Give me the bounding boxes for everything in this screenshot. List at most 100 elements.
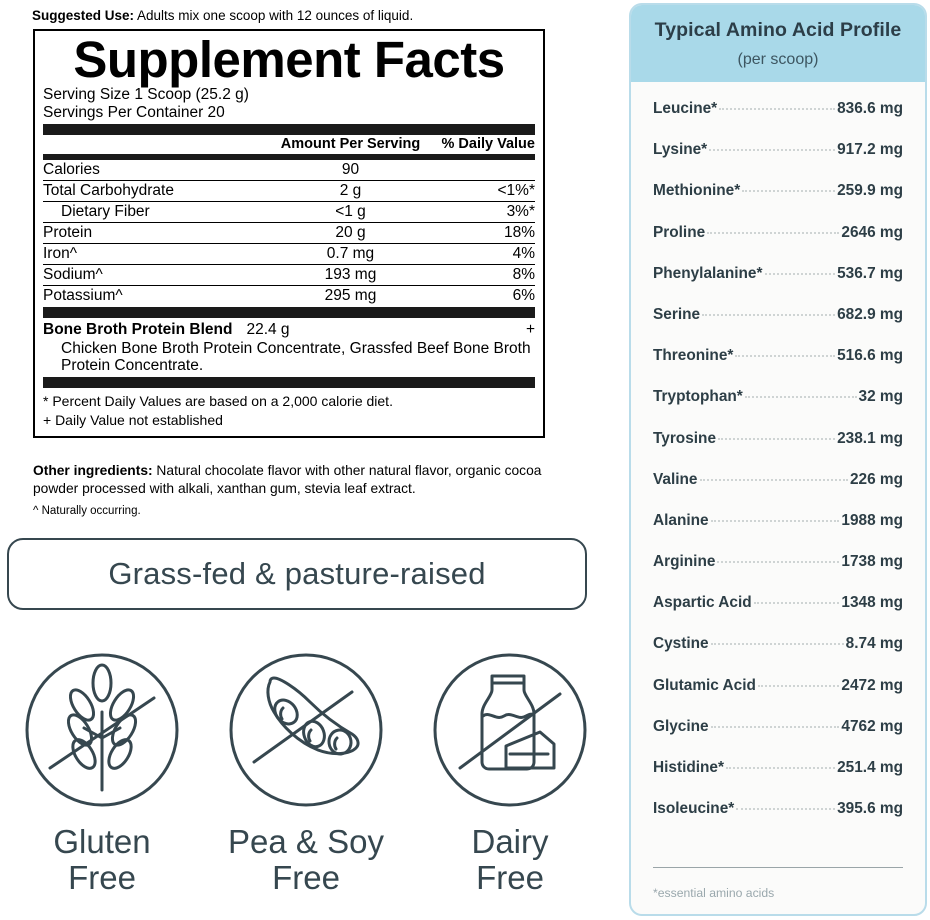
nutrient-amount: 193 mg [269,264,432,287]
dot-leader [753,602,840,605]
amino-acid-row: Proline 2646 mg [653,224,903,265]
free-from-badge-row: Gluten Free [0,650,612,895]
dot-leader [710,519,840,522]
amino-acid-name: Arginine [653,553,716,571]
servings-per-container: Servings Per Container 20 [43,104,225,122]
amino-acid-name: Cystine [653,635,709,653]
amino-acid-name: Alanine [653,511,709,529]
nutrient-amount: 2 g [269,180,432,203]
protein-blend-ingredients: Chicken Bone Broth Protein Concentrate, … [61,339,531,374]
header-spacer [43,136,269,152]
divider-thick-top [43,124,535,136]
amino-acid-name: Tryptophan* [653,388,743,406]
table-row: Potassium^ 295 mg 6% [43,286,535,307]
table-row: Iron^ 0.7 mg 4% [43,243,535,266]
table-column-headers: Amount Per Serving % Daily Value [43,135,535,154]
amino-acid-name: Threonine* [653,347,734,365]
table-row: Dietary Fiber <1 g 3%* [43,201,535,224]
nutrient-name: Calories [43,160,270,182]
amino-acid-row: Histidine* 251.4 mg [653,759,903,800]
dot-leader [764,272,836,275]
grass-fed-badge: Grass-fed & pasture-raised [7,538,587,610]
suggested-use-line: Suggested Use: Adults mix one scoop with… [32,7,592,25]
table-row: Sodium^ 193 mg 8% [43,264,535,287]
badge-dairy-free: Dairy Free [415,650,605,895]
amino-acid-value: 1988 mg [841,511,903,529]
amino-acid-name: Aspartic Acid [653,594,752,612]
nutrient-name: Sodium^ [43,264,270,287]
divider-thick-bottom [43,377,535,389]
dot-leader [709,149,836,152]
badge-dairy-free-line1: Dairy [471,823,549,860]
dot-leader [719,108,836,110]
dairy-slash-icon [415,650,605,810]
badge-gluten-free: Gluten Free [7,650,197,895]
amino-acid-name: Tyrosine [653,429,717,447]
amino-acid-name: Glycine [653,717,709,735]
amino-acid-row: Arginine 1738 mg [653,553,903,594]
nutrition-table: Calories 90 Total Carbohydrate 2 g <1%* Dieta… [43,160,535,306]
nutrient-name: Protein [43,222,270,245]
amino-panel-title: Typical Amino Acid Profile [654,19,902,41]
table-row: Protein 20 g 18% [43,222,535,245]
nutrient-daily-value [431,160,535,182]
amino-acid-value: 4762 mg [841,717,903,735]
badge-dairy-free-caption: Dairy Free [415,824,605,895]
suggested-use-text: Adults mix one scoop with 12 ounces of l… [134,8,414,23]
amino-panel-footnote: *essential amino acids [653,886,775,900]
supplement-facts-footnotes: * Percent Daily Values are based on a 2,… [43,388,535,429]
amino-acid-row: Tyrosine 238.1 mg [653,430,903,471]
serving-info: Serving Size 1 Scoop (25.2 g) Servings P… [43,86,535,122]
amino-acid-value: 682.9 mg [837,305,903,323]
amino-acid-value: 251.4 mg [837,759,903,776]
amino-acid-row: Glutamic Acid 2472 mg [653,677,903,718]
amino-acid-row: Serine 682.9 mg [653,306,903,347]
amino-acid-value: 8.74 mg [845,635,903,653]
header-daily-value: % Daily Value [441,136,535,153]
badge-gluten-free-caption: Gluten Free [7,824,197,895]
amino-acid-value: 226 mg [849,470,903,488]
badge-pea-soy-free-line1: Pea & Soy [228,823,384,860]
nutrient-daily-value: 6% [512,287,535,305]
serving-size: Serving Size 1 Scoop (25.2 g) [43,85,249,103]
protein-blend-block: Bone Broth Protein Blend 22.4 g + Chicke… [43,318,535,376]
amino-acid-row: Leucine* 836.6 mg [653,100,903,141]
dot-leader [702,313,836,316]
amino-acid-row: Tryptophan* 32 mg [653,388,903,429]
dot-leader [744,396,857,399]
nutrient-daily-value: 3%* [431,201,535,224]
nutrient-name-indented: Dietary Fiber [61,203,150,221]
nutrient-amount: <1 g [269,201,432,224]
amino-acid-name: Lysine* [653,141,708,159]
nutrient-daily-value: <1%* [431,180,535,203]
grass-fed-badge-label: Grass-fed & pasture-raised [108,556,486,591]
naturally-occurring-note: ^ Naturally occurring. [33,505,141,517]
amino-acid-name: Phenylalanine* [653,264,763,282]
nutrient-daily-value: 4% [431,243,535,266]
soy-pod-slash-icon [211,650,401,810]
label-left-column: Suggested Use: Adults mix one scoop with… [0,7,612,895]
supplement-facts-title: Supplement Facts [73,31,505,88]
badge-pea-soy-free-caption: Pea & Soy Free [211,824,401,895]
header-amount-per-serving: Amount Per Serving [280,136,421,153]
amino-acid-name: Valine [653,470,698,488]
amino-acid-row: Methionine* 259.9 mg [653,182,903,223]
protein-blend-name: Bone Broth Protein Blend [43,321,233,339]
amino-acid-value: 536.7 mg [837,264,903,282]
divider-thick-blend [43,307,535,319]
amino-acid-value: 32 mg [858,388,903,406]
amino-acid-row: Valine 226 mg [653,471,903,512]
amino-acid-name: Leucine* [653,100,718,117]
badge-dairy-free-line2: Free [476,858,544,896]
dot-leader [717,561,840,564]
dot-leader [757,684,840,687]
dot-leader [699,478,848,481]
nutrient-amount: 0.7 mg [269,243,432,266]
amino-acid-list: Leucine* 836.6 mg Lysine* 917.2 mg Methionin… [631,82,925,861]
suggested-use-label: Suggested Use: [32,8,135,23]
amino-acid-value: 2472 mg [841,676,903,694]
table-row: Total Carbohydrate 2 g <1%* [43,180,535,203]
amino-acid-row: Lysine* 917.2 mg [653,141,903,182]
nutrient-name: Potassium^ [43,287,123,305]
protein-blend-amount: 22.4 g [246,321,290,339]
